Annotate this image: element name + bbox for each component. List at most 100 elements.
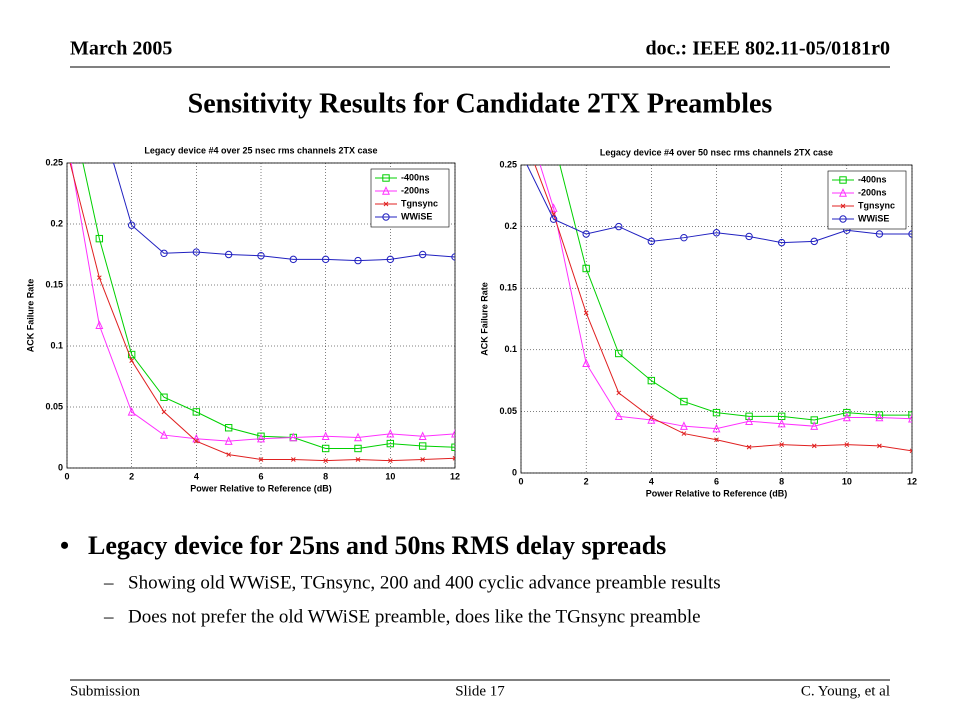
marker	[745, 232, 753, 241]
marker	[386, 439, 395, 448]
marker	[908, 413, 912, 423]
x-tick-label: 2	[129, 471, 134, 481]
marker	[382, 174, 390, 182]
marker	[95, 320, 104, 329]
y-tick-label: 0	[58, 462, 63, 472]
marker	[745, 412, 753, 421]
marker	[354, 444, 362, 453]
footer-left: Submission	[70, 683, 141, 699]
marker	[518, 149, 524, 155]
marker	[680, 233, 688, 242]
legend-label: Tgnsync	[858, 200, 895, 210]
marker	[383, 201, 389, 207]
marker	[193, 438, 199, 444]
x-tick-label: 8	[779, 476, 784, 486]
sub-dash: –	[103, 572, 114, 593]
marker	[712, 423, 721, 433]
marker	[418, 431, 427, 440]
y-tick-label: 0.15	[499, 283, 517, 293]
x-tick-label: 8	[323, 471, 328, 481]
marker	[127, 406, 136, 416]
marker	[811, 443, 817, 449]
legend-label: -400ns	[401, 172, 430, 182]
marker	[582, 358, 591, 368]
marker	[129, 358, 135, 363]
marker	[451, 428, 455, 438]
marker	[583, 310, 589, 316]
series-line	[526, 165, 912, 244]
marker	[777, 418, 786, 428]
marker	[226, 452, 232, 457]
y-tick-label: 0	[512, 467, 517, 477]
marker	[452, 455, 455, 461]
y-tick-label: 0.05	[499, 406, 517, 416]
y-tick-label: 0.2	[50, 218, 63, 228]
y-axis-label: ACK Failure Rate	[479, 282, 489, 356]
marker	[451, 443, 455, 451]
marker	[810, 237, 818, 246]
marker	[127, 350, 136, 359]
chart: 0 2 4 6 8 10 12 0 0.05 0.1 0.15 0.2 0.25 Legacy devic…	[479, 39, 917, 498]
marker	[582, 230, 590, 238]
y-tick-label: 0.25	[499, 159, 517, 169]
marker	[96, 275, 102, 281]
x-tick-label: 10	[385, 471, 395, 481]
marker	[843, 408, 851, 417]
marker	[354, 256, 362, 265]
series-line	[82, 163, 455, 449]
marker	[257, 252, 265, 260]
slide-title: Sensitivity Results for Candidate 2TX Pr…	[188, 88, 773, 119]
chart-title: Legacy device #4 over 25 nsec rms channe…	[144, 145, 377, 155]
footer-right: C. Young, et al	[801, 683, 890, 699]
bullet-sub: Does not prefer the old WWiSE preamble, …	[128, 606, 701, 627]
marker	[289, 432, 298, 442]
marker	[321, 444, 330, 453]
marker	[549, 203, 558, 212]
marker	[615, 349, 623, 358]
marker	[647, 376, 656, 385]
marker	[64, 87, 70, 93]
y-tick-label: 0.1	[504, 344, 517, 354]
marker	[355, 457, 361, 462]
marker	[518, 39, 524, 45]
marker	[681, 431, 687, 436]
legend-label: WWiSE	[858, 213, 889, 223]
marker	[839, 188, 847, 197]
footer-center: Slide 17	[455, 683, 505, 699]
marker	[582, 264, 590, 273]
marker	[549, 215, 558, 223]
marker	[746, 444, 752, 450]
marker	[451, 253, 455, 261]
marker	[289, 255, 298, 264]
marker	[714, 437, 719, 443]
marker	[712, 408, 721, 417]
series-line	[559, 165, 912, 421]
marker	[65, 149, 69, 153]
series-line	[113, 163, 455, 262]
x-tick-label: 6	[714, 476, 719, 486]
marker	[127, 221, 136, 229]
legend-label: WWiSE	[401, 211, 432, 221]
marker	[192, 433, 201, 443]
marker	[323, 458, 329, 464]
header-doc: doc.: IEEE 802.11-05/0181r0	[646, 38, 890, 60]
y-tick-label: 0.05	[45, 401, 63, 411]
marker	[386, 255, 395, 264]
marker	[840, 203, 846, 209]
marker	[382, 186, 390, 195]
x-axis-label: Power Relative to Reference (dB)	[646, 488, 788, 498]
marker	[647, 237, 656, 246]
marker	[519, 126, 523, 130]
marker	[418, 442, 427, 450]
marker	[160, 249, 168, 257]
x-axis-label: Power Relative to Reference (dB)	[190, 483, 332, 493]
marker	[257, 433, 265, 443]
bullet-sub: Showing old WWiSE, TGnsync, 200 and 400 …	[128, 572, 721, 593]
marker	[321, 255, 330, 264]
marker	[712, 229, 721, 237]
y-tick-label: 0.1	[50, 340, 63, 350]
bullet-main: Legacy device for 25ns and 50ns RMS dela…	[88, 531, 666, 560]
marker	[614, 411, 623, 421]
series-group	[64, 87, 455, 464]
